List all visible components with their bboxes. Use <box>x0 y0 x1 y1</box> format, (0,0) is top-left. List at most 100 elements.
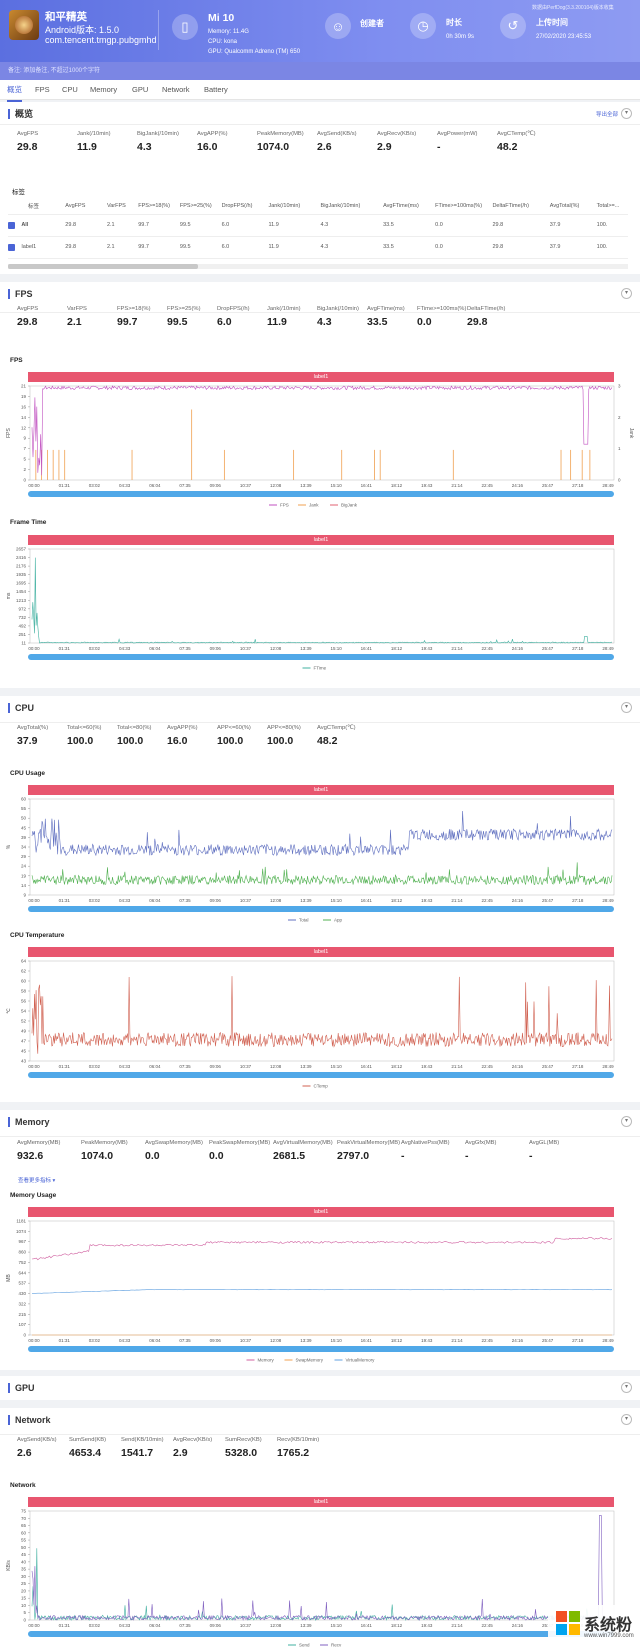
column-header[interactable]: AvgFTime(ms) <box>383 198 436 215</box>
tab-network[interactable]: Network <box>162 85 190 94</box>
tab-cpu[interactable]: CPU <box>62 85 78 94</box>
frametime-chart[interactable]: 11 251 492 732 972 1213 1454 1695 1935 2176 2416 26… <box>0 545 640 675</box>
column-header[interactable]: 标签 <box>8 198 66 215</box>
tab-gpu[interactable]: GPU <box>132 85 149 94</box>
x-tick-label: 25:47 <box>542 898 554 903</box>
row-checkbox[interactable] <box>8 221 15 229</box>
collapse-icon[interactable]: ▾ <box>621 702 632 713</box>
column-header[interactable]: Jank(/10min) <box>268 198 321 215</box>
stat-label: AvgMemory(MB) <box>17 1140 61 1146</box>
column-header[interactable]: BigJank(/10min) <box>320 198 384 215</box>
tag-table: 标签 AvgFPS VarFPS FPS>=18(%) FPS>=25(%) DropFP… <box>8 198 628 259</box>
legend-entry: App <box>334 918 343 923</box>
column-header[interactable]: Total>=... <box>596 198 628 215</box>
stat-overview-1: Jank(/10min) 11.9 <box>77 131 111 153</box>
y-tick-label: 34 <box>21 845 27 850</box>
stat-value: 4653.4 <box>69 1447 102 1459</box>
stat-value: 2.9 <box>377 141 392 153</box>
x-tick-label: 10:37 <box>240 646 252 651</box>
network-chart[interactable]: 0 5 10 15 20 25 30 35 40 45 50 55 60 65 70 75 KB/s 00:00 0… <box>0 1507 640 1652</box>
remark-bar[interactable]: 备注: 添加备注, 不超过1000个字符 <box>0 62 640 80</box>
stat-value: 2681.5 <box>273 1150 306 1162</box>
tab-battery[interactable]: Battery <box>204 85 228 94</box>
x-tick-label: 27:18 <box>572 1064 584 1069</box>
y2-tick-label: 1 <box>618 446 621 451</box>
table-cell: 0.0 <box>435 236 493 259</box>
stat-value: 11.9 <box>267 316 287 328</box>
fps-chart-title: FPS <box>10 357 23 364</box>
export-all-button[interactable]: 导出全部 <box>595 112 618 118</box>
column-header[interactable]: DeltaFTime(/h) <box>492 198 550 215</box>
y-tick-label: 60 <box>21 797 27 802</box>
column-header[interactable]: VarFPS <box>106 198 139 215</box>
table-cell: 6.0 <box>221 236 269 259</box>
fps-title: FPS <box>8 289 33 299</box>
plot-area <box>29 548 615 644</box>
stat-label: VarFPS <box>67 306 87 312</box>
stat-value: 99.5 <box>167 316 188 328</box>
y-tick-label: 2176 <box>16 564 27 569</box>
stat-fps-1: VarFPS 2.1 <box>67 306 87 328</box>
x-tick-label: 01:31 <box>59 483 71 488</box>
y-tick-label: 1181 <box>16 1219 26 1224</box>
row-checkbox[interactable] <box>8 243 15 251</box>
column-header[interactable]: AvgTotal(%) <box>549 198 597 215</box>
legend-entry: Total <box>299 918 309 923</box>
stat-value: 48.2 <box>317 735 338 747</box>
stat-label: AvgCTemp(℃) <box>317 725 356 731</box>
collapse-icon[interactable]: ▾ <box>621 288 632 299</box>
stat-memory-5: PeakVirtualMemory(MB) 2797.0 <box>337 1140 400 1162</box>
stat-value: 4.3 <box>137 141 152 153</box>
table-cell: 2.1 <box>106 236 139 259</box>
more-metrics-link[interactable]: 查看更多指标 ▾ <box>18 1178 56 1184</box>
x-tick-label: 03:02 <box>89 898 101 903</box>
virtual-memory-line <box>32 1289 613 1294</box>
memory-chart[interactable]: 0 107 215 322 430 537 644 752 860 967 1074 1181 MB 00… <box>0 1217 640 1367</box>
cpu-temp-chart[interactable]: 43 45 47 49 52 54 56 58 60 62 64 ℃ 00:00 01:31 03:02 04… <box>0 957 640 1093</box>
column-header[interactable]: DropFPS(/h) <box>221 198 269 215</box>
table-row: label1 29.8 2.1 99.7 99.5 6.0 11.9 4.3 33.5 0.0 29… <box>8 236 628 259</box>
x-tick-label: 25:47 <box>542 646 554 651</box>
table-cell[interactable]: All <box>8 214 66 237</box>
column-header[interactable]: AvgFPS <box>65 198 107 215</box>
y-tick-label: 0 <box>23 478 26 483</box>
stat-value: 0.0 <box>417 316 432 328</box>
column-header[interactable]: FTime>=100ms(%) <box>435 198 493 215</box>
network-card: Network ▾ AvgSend(KB/s) 2.6 SumSend(KB) 465… <box>0 1408 640 1652</box>
stat-label: Jank(/10min) <box>267 306 301 312</box>
tab-memory[interactable]: Memory <box>90 85 118 94</box>
table-scrollbar[interactable] <box>8 264 628 269</box>
column-header[interactable]: FPS>=25(%) <box>179 198 222 215</box>
plot-area <box>29 960 615 1062</box>
tab-overview[interactable]: 概览 <box>7 80 22 102</box>
tab-fps[interactable]: FPS <box>35 85 50 94</box>
cpu-usage-chart[interactable]: 9 14 19 24 29 34 39 45 50 55 60% 00:00 01:31 03:02 04:… <box>0 795 640 927</box>
y-tick-label: 107 <box>18 1322 26 1327</box>
collapse-icon[interactable]: ▾ <box>621 1414 632 1425</box>
stat-label: AvgGfx(MB) <box>465 1140 497 1146</box>
stat-label: AvgGL(MB) <box>529 1140 560 1146</box>
stat-label: AvgCTemp(℃) <box>497 131 536 137</box>
table-cell: 33.5 <box>383 236 436 259</box>
x-tick-label: 22:45 <box>482 646 494 651</box>
x-tick-label: 07:35 <box>179 646 191 651</box>
stat-overview-0: AvgFPS 29.8 <box>17 131 38 153</box>
y-axis-label: FPS <box>6 427 12 437</box>
collapse-icon[interactable]: ▾ <box>621 1116 632 1127</box>
collapse-icon[interactable]: ▾ <box>621 108 632 119</box>
stat-network-0: AvgSend(KB/s) 2.6 <box>17 1437 57 1459</box>
x-tick-label: 18:12 <box>391 646 403 651</box>
stat-value: 100.0 <box>117 735 144 747</box>
collapse-icon[interactable]: ▾ <box>621 1382 632 1393</box>
stat-value: 1765.2 <box>277 1447 310 1459</box>
y2-tick-label: 3 <box>618 384 621 389</box>
x-tick-label: 21:14 <box>451 646 463 651</box>
column-header[interactable]: FPS>=18(%) <box>138 198 180 215</box>
x-tick-label: 22:45 <box>482 483 494 488</box>
stat-value: 2.9 <box>173 1447 188 1459</box>
y-axis-label: % <box>6 844 12 849</box>
x-tick-label: 10:37 <box>240 1338 252 1343</box>
table-cell[interactable]: label1 <box>8 236 66 259</box>
x-tick-label: 15:10 <box>330 483 342 488</box>
